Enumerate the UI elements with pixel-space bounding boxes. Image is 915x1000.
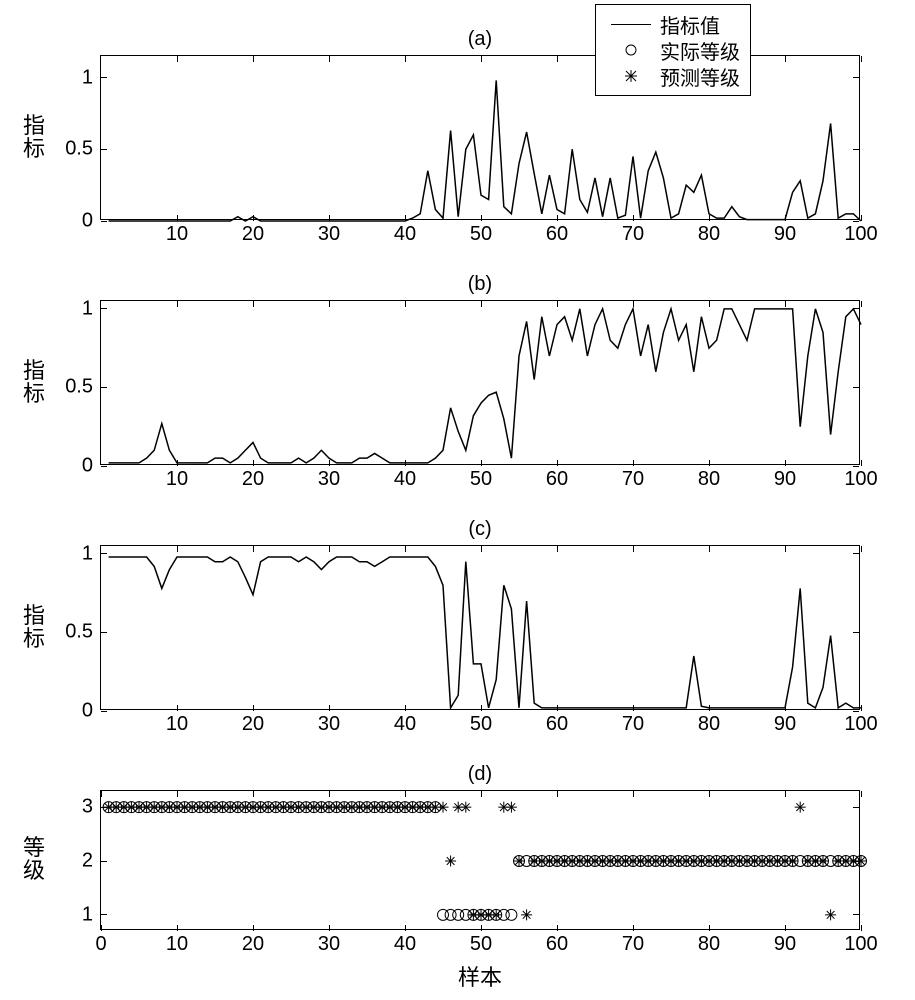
x-tick-label: 30 <box>318 468 340 491</box>
panel-d: (d)0102030405060708090100123 <box>100 790 860 930</box>
x-tick-label: 100 <box>844 713 877 736</box>
legend-symbol <box>606 24 656 25</box>
plot-area <box>101 301 861 466</box>
plot-area <box>101 546 861 711</box>
x-tick-label: 50 <box>470 713 492 736</box>
y-axis-label: 等级 <box>22 836 46 882</box>
x-tick-label: 60 <box>546 468 568 491</box>
figure: 指标值实际等级预测等级 (a)10203040506070809010000.5… <box>0 0 915 1000</box>
marker-predicted <box>521 909 532 920</box>
x-tick-label: 30 <box>318 933 340 956</box>
y-tick-label: 3 <box>82 796 101 819</box>
x-tick-label: 60 <box>546 713 568 736</box>
x-tick-label: 40 <box>394 713 416 736</box>
x-tick-label: 0 <box>95 933 106 956</box>
y-tick-label: 2 <box>82 850 101 873</box>
marker-predicted <box>445 856 456 867</box>
x-tick-label: 90 <box>774 223 796 246</box>
x-tick-label: 80 <box>698 713 720 736</box>
x-tick-label: 30 <box>318 223 340 246</box>
series-line <box>109 80 861 221</box>
y-tick-label: 0.5 <box>65 138 101 161</box>
x-tick-label: 90 <box>774 468 796 491</box>
marker-predicted <box>795 802 806 813</box>
legend-label: 预测等级 <box>656 62 740 91</box>
y-tick-label: 1 <box>82 297 101 320</box>
legend-row: 预测等级 <box>606 63 740 89</box>
x-axis-label: 样本 <box>458 960 502 992</box>
y-tick-label: 1 <box>82 66 101 89</box>
x-tick-label: 80 <box>698 933 720 956</box>
x-tick-label: 100 <box>844 933 877 956</box>
x-tick-label: 10 <box>166 713 188 736</box>
x-tick-label: 10 <box>166 223 188 246</box>
x-tick-label: 70 <box>622 933 644 956</box>
x-tick-label: 40 <box>394 468 416 491</box>
x-tick-label: 50 <box>470 933 492 956</box>
x-tick-label: 50 <box>470 223 492 246</box>
x-tick-label: 10 <box>166 933 188 956</box>
x-tick-label: 80 <box>698 468 720 491</box>
x-tick-label: 30 <box>318 713 340 736</box>
x-tick-label: 20 <box>242 933 264 956</box>
x-tick-label: 90 <box>774 713 796 736</box>
y-tick-label: 1 <box>82 903 101 926</box>
marker-predicted <box>787 856 798 867</box>
y-axis-label: 指标 <box>22 359 46 405</box>
series-line <box>109 557 861 708</box>
marker-predicted <box>506 802 517 813</box>
y-tick-label: 0 <box>82 700 101 723</box>
panel-c: (c)10203040506070809010000.51 <box>100 545 860 710</box>
y-tick-label: 0 <box>82 455 101 478</box>
x-tick-label: 60 <box>546 223 568 246</box>
legend-label: 实际等级 <box>656 36 740 65</box>
x-tick-label: 70 <box>622 223 644 246</box>
series-line <box>109 309 861 463</box>
legend-symbol <box>606 42 656 58</box>
x-tick-label: 20 <box>242 713 264 736</box>
legend-label: 指标值 <box>656 10 720 39</box>
x-tick-label: 20 <box>242 223 264 246</box>
panel-title: (c) <box>468 518 491 541</box>
marker-actual <box>506 909 517 920</box>
marker-predicted <box>438 802 449 813</box>
marker-predicted <box>825 909 836 920</box>
marker-predicted <box>818 856 829 867</box>
x-tick-label: 90 <box>774 933 796 956</box>
x-tick-label: 70 <box>622 713 644 736</box>
panel-title: (b) <box>468 273 492 296</box>
marker-predicted <box>514 856 525 867</box>
x-tick-label: 100 <box>844 468 877 491</box>
x-tick-label: 40 <box>394 223 416 246</box>
legend: 指标值实际等级预测等级 <box>595 4 751 96</box>
y-axis-label: 指标 <box>22 604 46 650</box>
x-tick-label: 100 <box>844 223 877 246</box>
legend-row: 实际等级 <box>606 37 740 63</box>
marker-predicted <box>856 856 867 867</box>
x-tick-label: 50 <box>470 468 492 491</box>
y-tick-label: 0 <box>82 210 101 233</box>
x-tick-label: 40 <box>394 933 416 956</box>
panel-title: (a) <box>468 28 492 51</box>
y-tick-label: 0.5 <box>65 621 101 644</box>
panel-title: (d) <box>468 763 492 786</box>
x-tick-label: 60 <box>546 933 568 956</box>
panel-b: (b)10203040506070809010000.51 <box>100 300 860 465</box>
plot-area <box>101 791 861 931</box>
x-tick-label: 20 <box>242 468 264 491</box>
legend-symbol <box>606 68 656 84</box>
x-tick-label: 10 <box>166 468 188 491</box>
x-tick-label: 80 <box>698 223 720 246</box>
y-tick-label: 0.5 <box>65 376 101 399</box>
y-axis-label: 指标 <box>22 114 46 160</box>
y-tick-label: 1 <box>82 542 101 565</box>
x-tick-label: 70 <box>622 468 644 491</box>
legend-row: 指标值 <box>606 11 740 37</box>
